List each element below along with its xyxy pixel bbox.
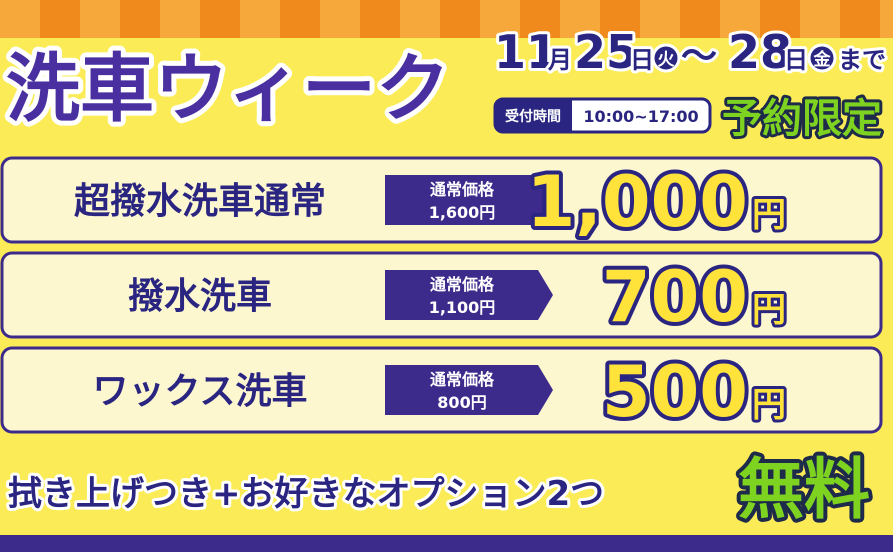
regular-price: 1,100円: [429, 298, 496, 317]
date-part: 日: [784, 46, 808, 74]
regular-label: 通常価格: [430, 180, 495, 199]
date-part: 11: [494, 25, 558, 79]
footer-text: 拭き上げつき+お好きなオプション2つ: [8, 474, 604, 514]
regular-label: 通常価格: [430, 275, 495, 294]
price-unit: 円: [752, 290, 786, 330]
regular-tag: [385, 365, 553, 415]
price: 1,000: [527, 161, 748, 243]
price-unit: 円: [752, 385, 786, 425]
regular-tag: [385, 270, 553, 320]
regular-tag: [385, 175, 553, 225]
row-name: 超撥水洗車通常: [74, 181, 326, 222]
row-name: 撥水洗車: [128, 276, 272, 317]
date-part: まで: [838, 46, 886, 74]
day-circle: [651, 43, 681, 73]
date-part: 28: [728, 25, 792, 79]
reception-hours: 10:00~17:00: [583, 107, 698, 126]
badge: 予約限定: [722, 96, 882, 142]
date-part: 日: [630, 46, 654, 74]
date-part: 〜: [681, 36, 717, 77]
price: 500: [602, 351, 748, 433]
reception-label-bg: [495, 99, 572, 132]
regular-label: 通常価格: [430, 370, 495, 389]
free: 無料: [738, 451, 870, 528]
day-circle: [807, 43, 837, 73]
bottom-strip: [0, 535, 893, 552]
regular-price: 800円: [437, 393, 486, 412]
price-unit: 円: [752, 195, 786, 235]
date-part: 火: [658, 50, 676, 70]
date-part: 月: [547, 46, 572, 74]
date: 11 月 25 日 火 〜 28 日 金 まで: [491, 22, 889, 82]
date-part: 25: [574, 25, 638, 79]
reception-label: 受付時間: [505, 108, 561, 125]
row-name: ワックス洗車: [93, 371, 308, 412]
regular-price: 1,600円: [429, 203, 496, 222]
price: 700: [602, 256, 748, 338]
date-part: 金: [813, 49, 832, 70]
title: 洗車ウィーク: [6, 46, 450, 132]
